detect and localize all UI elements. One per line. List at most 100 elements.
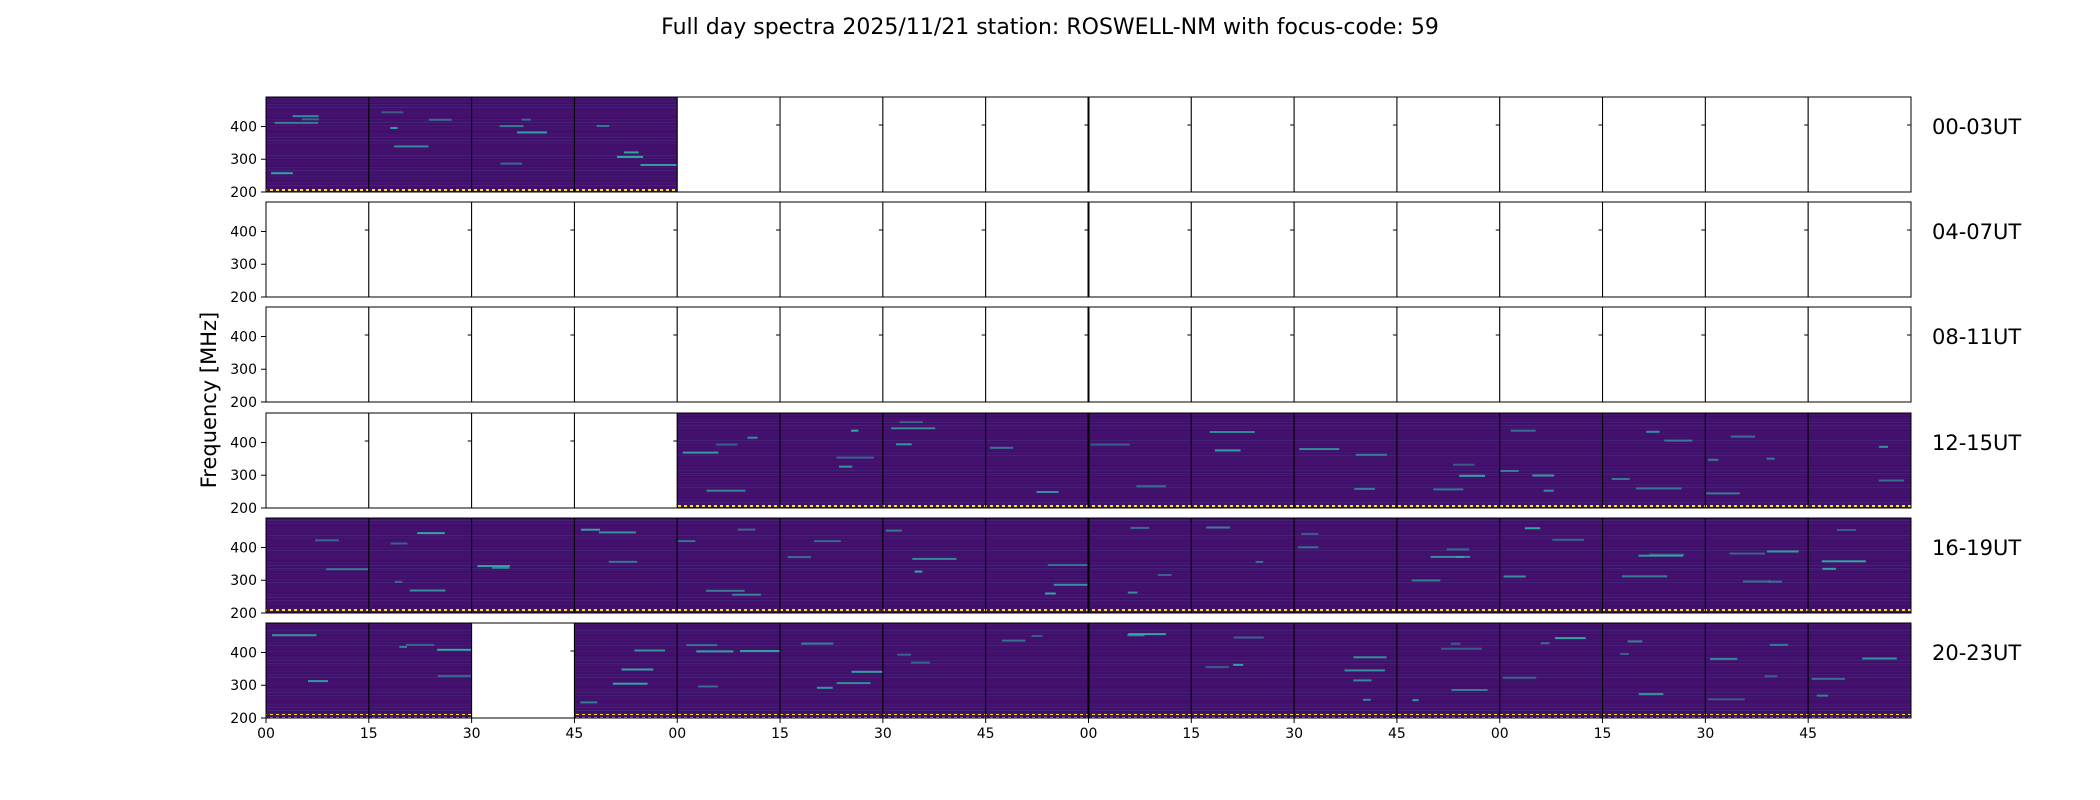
signal-streak [816, 686, 833, 689]
y-tick-label: 300 [230, 678, 257, 694]
empty-fill [1602, 202, 1706, 297]
spectrogram-panel [1396, 622, 1501, 719]
signal-streak [272, 634, 317, 637]
empty-panel [1396, 306, 1501, 403]
signal-streak [1206, 526, 1231, 529]
bottom-band [985, 504, 1089, 508]
empty-fill [1602, 97, 1706, 192]
x-tick-label: 45 [1799, 726, 1817, 742]
signal-streak [1446, 548, 1470, 551]
y-tick-label: 200 [230, 290, 257, 306]
x-tick-label: 45 [566, 726, 584, 742]
panel-row [265, 412, 1912, 509]
signal-streak [1646, 430, 1660, 433]
spectrogram-fill [780, 623, 883, 718]
signal-streak [1638, 693, 1664, 696]
chart-title: Full day spectra 2025/11/21 station: ROS… [661, 15, 1439, 40]
spectrogram-fill [677, 518, 781, 613]
signal-streak [1411, 579, 1441, 582]
x-tick-label: 30 [463, 726, 481, 742]
spectrogram-panel [368, 96, 473, 193]
empty-panel [1499, 306, 1604, 403]
spectrogram-fill [1602, 518, 1706, 613]
row-label: 00-03UT [1932, 115, 2021, 139]
signal-streak [696, 650, 734, 653]
y-tick-label: 300 [230, 468, 257, 484]
signal-streak [1090, 443, 1130, 446]
signal-streak [1344, 669, 1385, 672]
signal-streak [1540, 642, 1550, 645]
signal-streak [500, 162, 523, 165]
empty-panel [882, 96, 987, 193]
signal-streak [1127, 634, 1145, 637]
spectrogram-panel [1088, 622, 1192, 719]
spectrogram-panel [265, 96, 370, 193]
signal-streak [492, 566, 510, 569]
spectrogram-panel [265, 622, 370, 719]
panel-row [265, 96, 1912, 193]
empty-fill [882, 307, 986, 402]
panel-frame [1807, 412, 1912, 509]
empty-fill [574, 413, 678, 508]
signal-streak [390, 127, 398, 129]
bottom-band [882, 714, 986, 718]
bottom-band [1705, 714, 1809, 718]
signal-streak [706, 589, 745, 592]
spectrogram-fill [882, 623, 986, 718]
empty-panel [265, 201, 370, 298]
empty-fill [368, 413, 472, 508]
spectrogram-fill [1808, 413, 1911, 508]
bottom-band [574, 714, 678, 718]
signal-streak [1355, 453, 1387, 456]
row-label: 12-15UT [1932, 431, 2021, 455]
spectrogram-panel [1190, 622, 1295, 719]
signal-streak [1878, 445, 1888, 448]
signal-streak [1552, 538, 1584, 541]
signal-streak [1209, 431, 1255, 433]
empty-panel [676, 96, 781, 193]
empty-fill [1191, 97, 1295, 192]
signal-streak [1510, 429, 1536, 432]
spectrogram-panel [1088, 517, 1192, 614]
signal-streak [1543, 489, 1554, 492]
signal-streak [517, 131, 547, 134]
spectrogram-fill [1499, 413, 1603, 508]
spectrogram-panel [1190, 412, 1295, 509]
y-tick-label: 200 [230, 395, 257, 411]
bottom-band [985, 609, 1089, 613]
spectrogram-panel [1293, 517, 1398, 614]
x-tick-label: 00 [257, 726, 275, 742]
spectrogram-fill [574, 518, 678, 613]
signal-streak [836, 456, 874, 459]
signal-streak [1649, 553, 1684, 556]
empty-panel [985, 306, 1089, 403]
signal-streak [1130, 526, 1150, 529]
signal-streak [1627, 640, 1643, 643]
spectrogram-panel [779, 412, 884, 509]
x-tick-label: 15 [360, 726, 378, 742]
signal-streak [1233, 663, 1244, 666]
empty-fill [1294, 202, 1397, 297]
bottom-band [985, 714, 1089, 718]
spectrogram-fill [266, 623, 369, 718]
signal-streak [271, 172, 293, 175]
bottom-band [1396, 504, 1500, 508]
empty-panel [1807, 201, 1912, 298]
empty-fill [985, 97, 1089, 192]
y-tick-label: 400 [230, 540, 257, 556]
signal-streak [1707, 698, 1745, 701]
signal-streak [1001, 639, 1026, 642]
spectrogram-panel [1602, 517, 1706, 614]
bottom-band [1808, 504, 1911, 508]
signal-streak [836, 682, 871, 685]
signal-streak [581, 528, 601, 531]
y-tick-labels: 400 300 200 400 300 200 400 300 200 400 300 200 400 3… [230, 119, 266, 727]
empty-panel [1088, 306, 1192, 403]
signal-streak [1706, 492, 1740, 495]
signal-streak [1354, 487, 1375, 490]
bottom-band [1191, 504, 1295, 508]
bottom-band [368, 609, 472, 613]
signal-streak [1233, 636, 1264, 639]
empty-fill [471, 413, 575, 508]
spectrogram-fill [677, 623, 781, 718]
